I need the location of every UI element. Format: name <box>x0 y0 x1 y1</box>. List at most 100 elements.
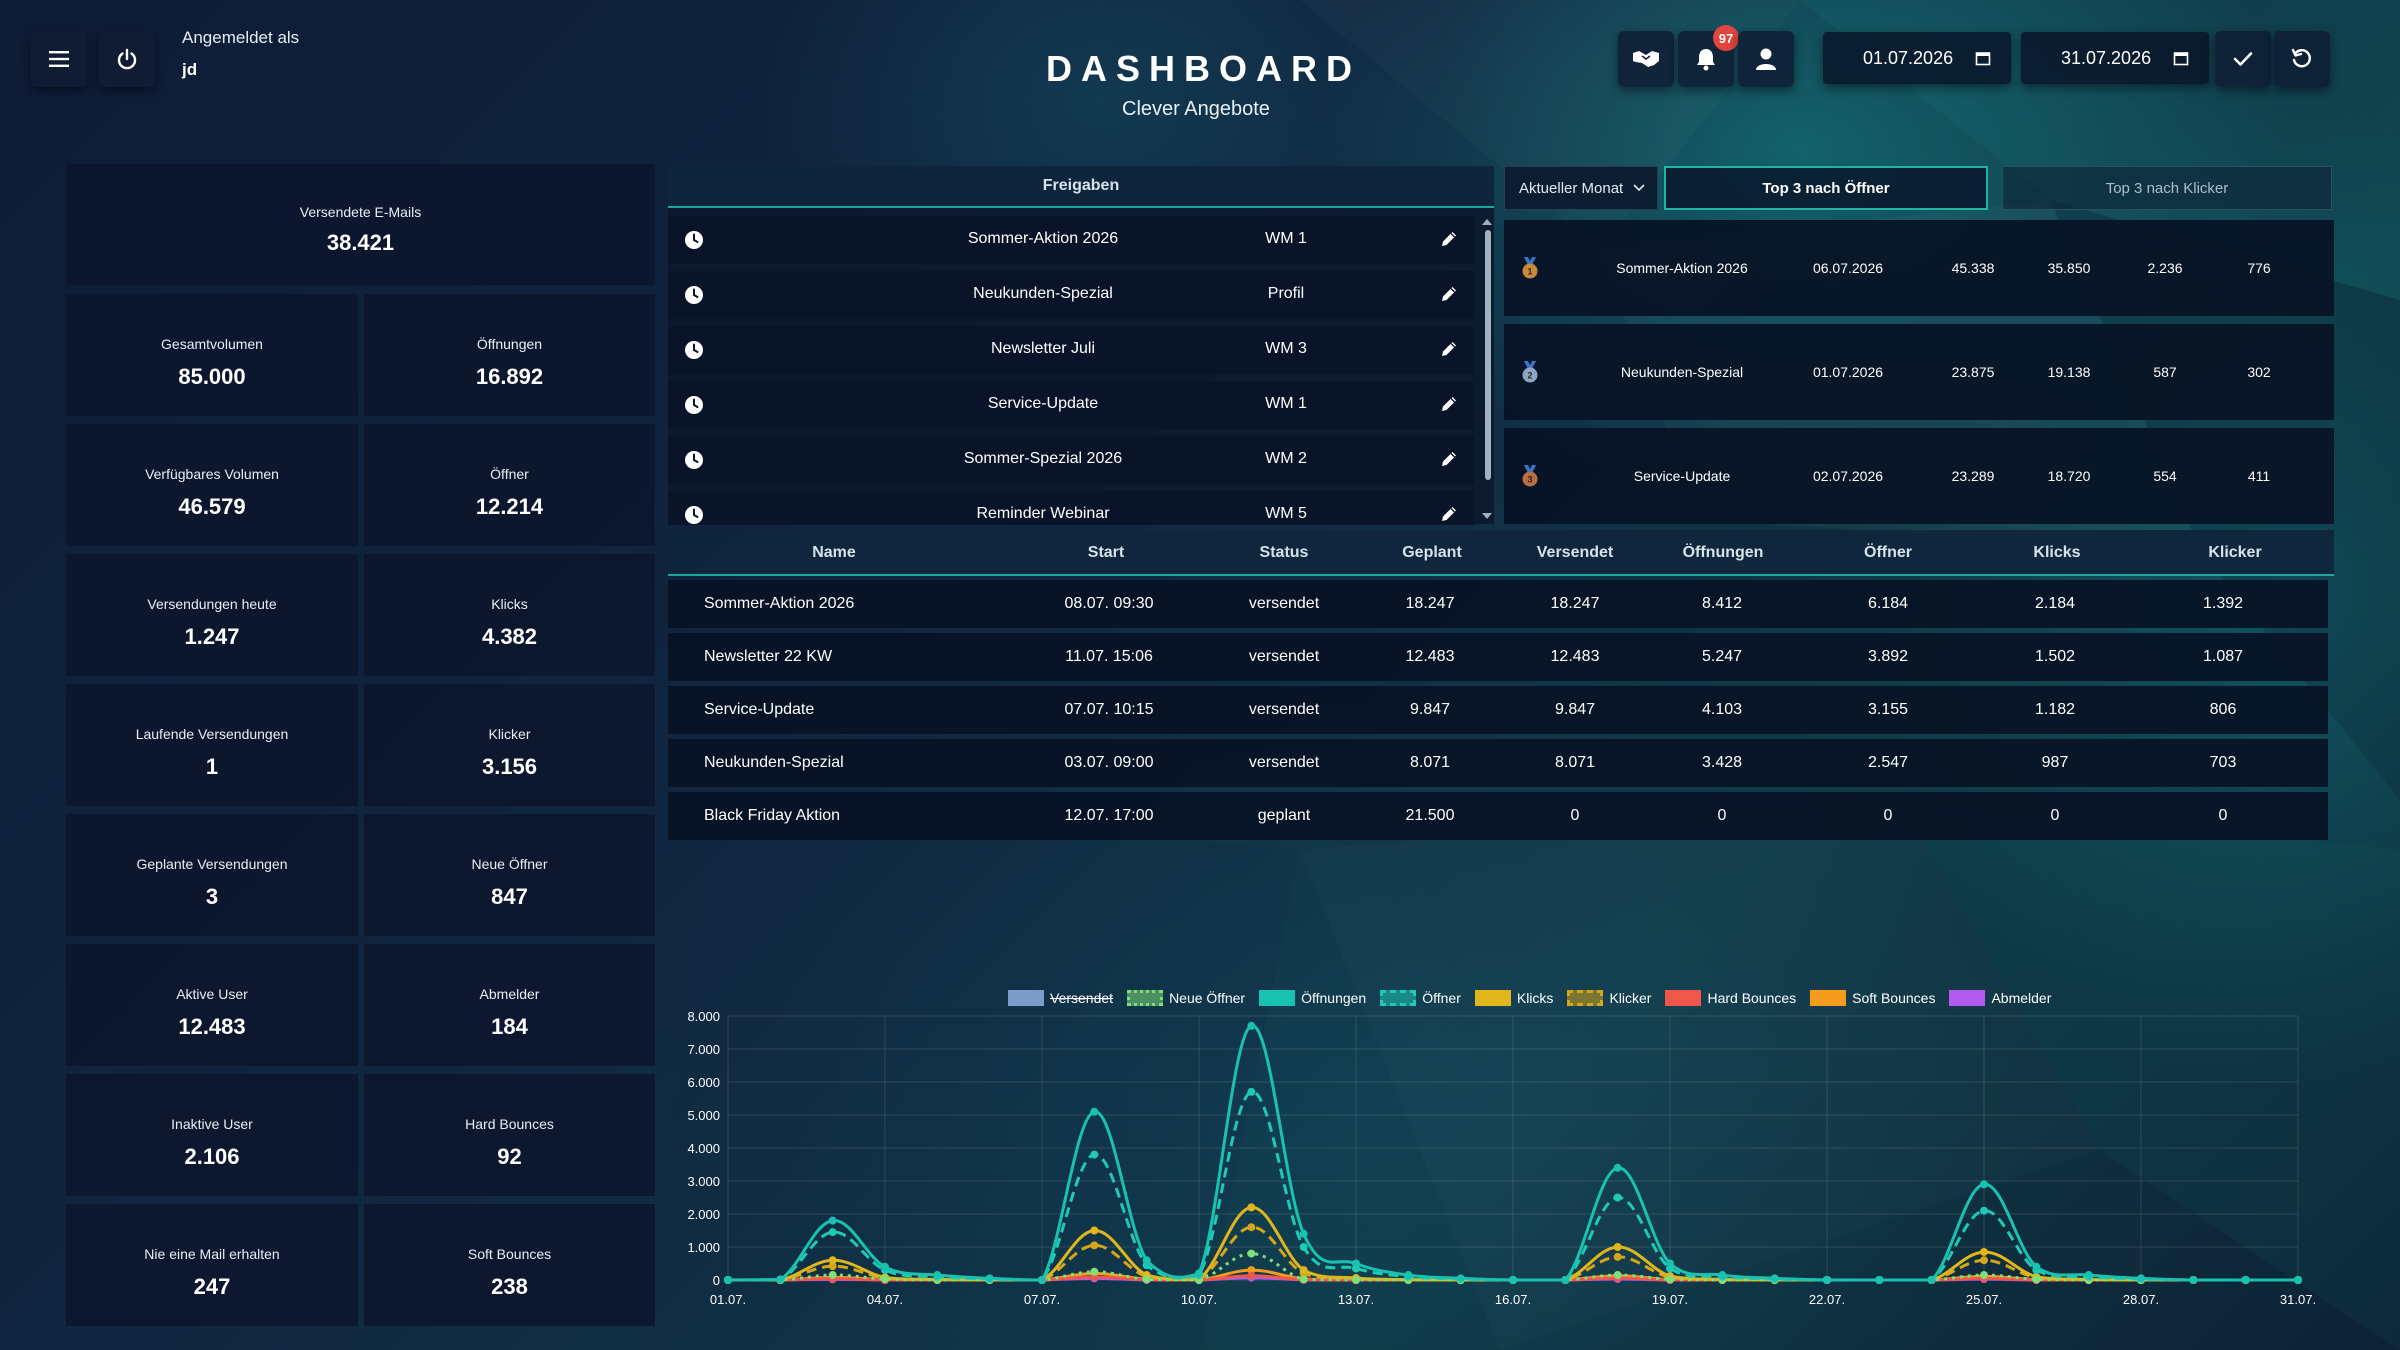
data-point[interactable] <box>2294 1276 2302 1284</box>
freigabe-row[interactable]: Neukunden-Spezial Profil <box>668 271 1474 319</box>
data-point[interactable] <box>1613 1252 1622 1261</box>
data-point[interactable] <box>881 1275 889 1284</box>
data-point[interactable] <box>2137 1274 2145 1283</box>
column-header[interactable]: Versendet <box>1536 544 1614 561</box>
data-point[interactable] <box>1142 1275 1151 1284</box>
data-point[interactable] <box>1456 1274 1465 1283</box>
table-row[interactable]: Service-Update 07.07. 10:15 versendet 9.847… <box>668 686 2328 734</box>
reset-button[interactable] <box>2274 31 2330 87</box>
data-point[interactable] <box>1980 1180 1988 1189</box>
data-point[interactable] <box>1299 1275 1308 1284</box>
table-row[interactable]: Black Friday Aktion 12.07. 17:00 geplant 21… <box>668 792 2328 840</box>
data-point[interactable] <box>828 1216 837 1225</box>
column-header[interactable]: Geplant <box>1402 544 1462 561</box>
data-point[interactable] <box>1666 1275 1674 1284</box>
table-row[interactable]: Newsletter 22 KW 11.07. 15:06 versendet 12.… <box>668 633 2328 681</box>
data-point[interactable] <box>828 1271 837 1280</box>
table-row[interactable]: Sommer-Aktion 2026 08.07. 09:30 versendet 1… <box>668 580 2328 628</box>
data-point[interactable] <box>828 1262 837 1271</box>
column-header[interactable]: Start <box>1087 544 1125 561</box>
data-point[interactable] <box>2032 1275 2041 1284</box>
data-point[interactable] <box>1666 1259 1674 1268</box>
data-point[interactable] <box>1299 1243 1308 1251</box>
edit-icon[interactable] <box>1438 503 1460 525</box>
scroll-up-icon[interactable] <box>1481 218 1493 226</box>
data-point[interactable] <box>1090 1226 1099 1235</box>
column-header[interactable]: Öffnungen <box>1682 544 1764 561</box>
freigabe-row[interactable]: Reminder Webinar WM 5 <box>668 491 1474 525</box>
data-point[interactable] <box>1090 1107 1099 1116</box>
data-point[interactable] <box>1718 1271 1727 1280</box>
data-point[interactable] <box>1613 1193 1622 1202</box>
data-point[interactable] <box>1299 1266 1308 1275</box>
data-point[interactable] <box>776 1275 785 1284</box>
data-point[interactable] <box>1247 1266 1256 1275</box>
data-point[interactable] <box>1509 1276 1517 1284</box>
apply-button[interactable] <box>2215 31 2271 87</box>
column-header[interactable]: Klicks <box>2033 544 2081 561</box>
table-row[interactable]: Neukunden-Spezial 03.07. 09:00 versendet 8.… <box>668 739 2328 787</box>
data-point[interactable] <box>1038 1276 1046 1284</box>
column-header[interactable]: Öffner <box>1864 544 1912 561</box>
menu-button[interactable] <box>31 31 87 87</box>
data-point[interactable] <box>828 1228 837 1237</box>
data-point[interactable] <box>1195 1269 1203 1278</box>
edit-icon[interactable] <box>1438 448 1460 470</box>
data-point[interactable] <box>1247 1249 1256 1258</box>
data-point[interactable] <box>2189 1276 2198 1284</box>
data-point[interactable] <box>1980 1256 1988 1265</box>
data-point[interactable] <box>724 1276 732 1284</box>
legend-item[interactable]: Neue Öffner <box>1127 990 1245 1006</box>
data-point[interactable] <box>1247 1087 1256 1096</box>
tab-top3-clickers[interactable]: Top 3 nach Klicker <box>2002 166 2332 210</box>
edit-icon[interactable] <box>1438 338 1460 360</box>
logout-button[interactable] <box>99 31 155 87</box>
data-point[interactable] <box>1090 1267 1099 1276</box>
data-point[interactable] <box>1613 1243 1622 1251</box>
data-point[interactable] <box>1561 1276 1570 1284</box>
calendar-icon[interactable] <box>1975 50 1991 66</box>
legend-item[interactable]: Hard Bounces <box>1665 990 1796 1006</box>
data-point[interactable] <box>1352 1276 1360 1284</box>
data-point[interactable] <box>1927 1276 1936 1284</box>
date-to-input[interactable]: 31.07.2026 <box>2021 32 2209 84</box>
top3-row[interactable]: 1 Sommer-Aktion 2026 06.07.2026 45.338 35.85… <box>1504 220 2334 316</box>
data-point[interactable] <box>1247 1271 1256 1280</box>
column-header[interactable]: Klicker <box>2208 544 2262 561</box>
data-point[interactable] <box>1090 1150 1099 1159</box>
data-point[interactable] <box>2241 1276 2250 1284</box>
data-point[interactable] <box>1770 1274 1779 1283</box>
data-point[interactable] <box>1980 1271 1988 1280</box>
data-point[interactable] <box>933 1271 942 1280</box>
data-point[interactable] <box>1299 1229 1308 1238</box>
freigabe-row[interactable]: Service-Update WM 1 <box>668 381 1474 429</box>
freigabe-row[interactable]: Newsletter Juli WM 3 <box>668 326 1474 374</box>
data-point[interactable] <box>881 1262 889 1271</box>
partner-button[interactable] <box>1618 31 1674 87</box>
data-point[interactable] <box>1980 1247 1988 1256</box>
legend-item[interactable]: Versendet <box>1008 990 1113 1006</box>
legend-item[interactable]: Öffner <box>1380 990 1461 1006</box>
freigabe-row[interactable]: Sommer-Aktion 2026 WM 1 <box>668 216 1474 264</box>
data-point[interactable] <box>985 1274 994 1283</box>
calendar-icon[interactable] <box>2173 50 2189 66</box>
legend-item[interactable]: Soft Bounces <box>1810 990 1935 1006</box>
data-point[interactable] <box>1247 1223 1256 1232</box>
top3-row[interactable]: 2 Neukunden-Spezial 01.07.2026 23.875 19.138… <box>1504 324 2334 420</box>
data-point[interactable] <box>1875 1276 1884 1284</box>
column-header[interactable]: Name <box>812 544 856 561</box>
legend-item[interactable]: Öffnungen <box>1259 990 1366 1006</box>
data-point[interactable] <box>1404 1271 1413 1280</box>
column-header[interactable]: Status <box>1259 544 1309 561</box>
data-point[interactable] <box>1613 1163 1622 1172</box>
data-point[interactable] <box>1247 1021 1256 1030</box>
edit-icon[interactable] <box>1438 228 1460 250</box>
tab-top3-openers[interactable]: Top 3 nach Öffner <box>1664 166 1988 210</box>
data-point[interactable] <box>1142 1256 1151 1265</box>
scroll-down-icon[interactable] <box>1481 512 1493 520</box>
freigaben-scrollbar[interactable] <box>1485 230 1491 480</box>
data-point[interactable] <box>1352 1259 1360 1268</box>
date-from-input[interactable]: 01.07.2026 <box>1823 32 2011 84</box>
data-point[interactable] <box>1613 1271 1622 1280</box>
data-point[interactable] <box>828 1256 837 1265</box>
